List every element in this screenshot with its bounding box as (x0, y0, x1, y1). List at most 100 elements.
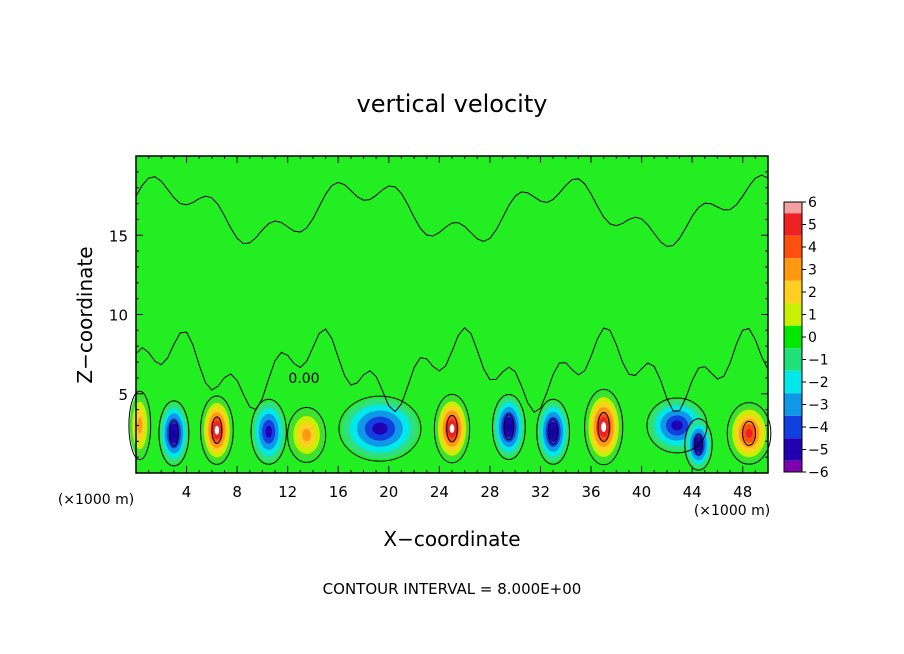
colorbar-tick-label: 0 (808, 330, 817, 346)
colorbar-swatch (784, 415, 802, 439)
x-tick-label: 12 (278, 483, 297, 501)
colorbar-tick-label: 5 (808, 218, 817, 234)
cell-level (171, 428, 177, 439)
velocity-cell (493, 396, 525, 458)
cell-contour (169, 420, 179, 447)
cell-contour (693, 433, 703, 455)
colorbar-swatch (784, 370, 802, 394)
colorbar-swatch (784, 393, 802, 416)
chart-title: vertical velocity (357, 90, 548, 118)
x-tick-label: 36 (581, 483, 600, 501)
x-tick-label: 4 (182, 483, 192, 501)
zero-contours (128, 174, 772, 471)
colorbar-swatch (784, 258, 802, 281)
colorbar-tick-label: −5 (808, 443, 829, 459)
velocity-cell (288, 409, 325, 461)
colorbar-tick-label: 1 (808, 308, 817, 324)
x-axis-label: X−coordinate (383, 527, 520, 551)
velocity-cell (129, 393, 150, 458)
colorbar-tick-label: 3 (808, 263, 817, 279)
zero-contour (491, 394, 526, 461)
velocity-cell (728, 404, 770, 462)
y-axis-ticks: 5 10 15 (109, 171, 768, 458)
cell-level (601, 422, 607, 433)
velocity-cells (129, 392, 770, 469)
cell-level (302, 428, 312, 442)
cell-level (214, 425, 220, 435)
velocity-cell (342, 398, 418, 459)
cell-level (449, 424, 455, 434)
colorbar-swatch (784, 280, 802, 304)
x-tick-label: 16 (329, 483, 348, 501)
zero-contour (199, 395, 234, 465)
cell-level (550, 426, 556, 437)
x-axis-ticks: 4 8 12 16 20 24 28 32 36 40 44 48 (148, 156, 756, 501)
x-tick-label: 44 (683, 483, 702, 501)
zero-contour (287, 407, 327, 463)
x-unit-right: (×1000 m) (694, 503, 770, 519)
cell-contour (597, 411, 610, 443)
zero-contour (433, 393, 471, 464)
colorbar-tick-label: −3 (808, 398, 829, 414)
x-tick-label: 40 (632, 483, 651, 501)
zero-contour (135, 326, 769, 413)
zero-contour (135, 174, 769, 248)
colorbar-tick-label: −6 (808, 465, 829, 481)
x-unit-left: (×1000 m) (58, 492, 134, 508)
cell-level (372, 422, 388, 435)
colorbar-swatch (784, 348, 802, 371)
cell-contour (547, 418, 559, 445)
colorbar-swatch (784, 202, 802, 214)
y-tick-label: 15 (109, 227, 128, 245)
zero-contour (250, 398, 287, 465)
y-tick-label: 5 (118, 386, 128, 404)
colorbar-tick-label: 2 (808, 285, 817, 301)
velocity-cell (537, 401, 569, 462)
colorbar-swatch (784, 325, 802, 349)
colorbar-tick-label: 6 (808, 195, 817, 211)
velocity-cell (252, 401, 286, 462)
cell-contour (742, 420, 757, 446)
x-tick-label: 20 (379, 483, 398, 501)
colorbar-tick-label: −2 (808, 375, 829, 391)
zero-contour (338, 395, 422, 462)
colorbar-tick-label: 4 (808, 240, 817, 256)
x-tick-label: 32 (531, 483, 550, 501)
x-tick-label: 24 (430, 483, 449, 501)
zero-contour (646, 397, 708, 454)
cell-level (671, 420, 683, 431)
y-tick-label: 10 (109, 307, 128, 325)
colorbar-tick-label: −1 (808, 353, 829, 369)
colorbar-tick-label: −4 (808, 420, 829, 436)
x-tick-label: 48 (733, 483, 752, 501)
velocity-cell (435, 396, 469, 461)
velocity-cell (585, 392, 622, 462)
colorbar-swatch (784, 460, 802, 473)
velocity-cell (201, 398, 233, 462)
cell-contour (446, 414, 458, 443)
colorbar: 6 5 4 3 2 1 0 −1 −2 −3 −4 −5 −6 (783, 195, 829, 481)
cell-contour (503, 413, 515, 441)
x-tick-label: 28 (480, 483, 499, 501)
contour-interval-footer: CONTOUR INTERVAL = 8.000E+00 (323, 580, 582, 598)
velocity-cell (160, 403, 188, 464)
cell-contour (211, 416, 223, 445)
x-tick-label: 8 (232, 483, 242, 501)
zero-contour (584, 388, 624, 466)
zero-contour (726, 402, 772, 465)
colorbar-swatch (784, 303, 802, 326)
zero-contour (158, 400, 190, 467)
cell-level (506, 422, 512, 433)
cell-level (265, 425, 273, 438)
plot-area: 0.00 (128, 155, 772, 474)
cell-level (745, 428, 753, 439)
y-axis-label: Z−coordinate (73, 246, 97, 383)
zero-contour (684, 418, 713, 471)
contour-label: 0.00 (288, 371, 319, 387)
colorbar-swatch (784, 213, 802, 236)
cell-level (137, 417, 143, 434)
colorbar-swatch (784, 438, 802, 461)
colorbar-swatch (784, 235, 802, 259)
zero-contour (536, 398, 571, 465)
